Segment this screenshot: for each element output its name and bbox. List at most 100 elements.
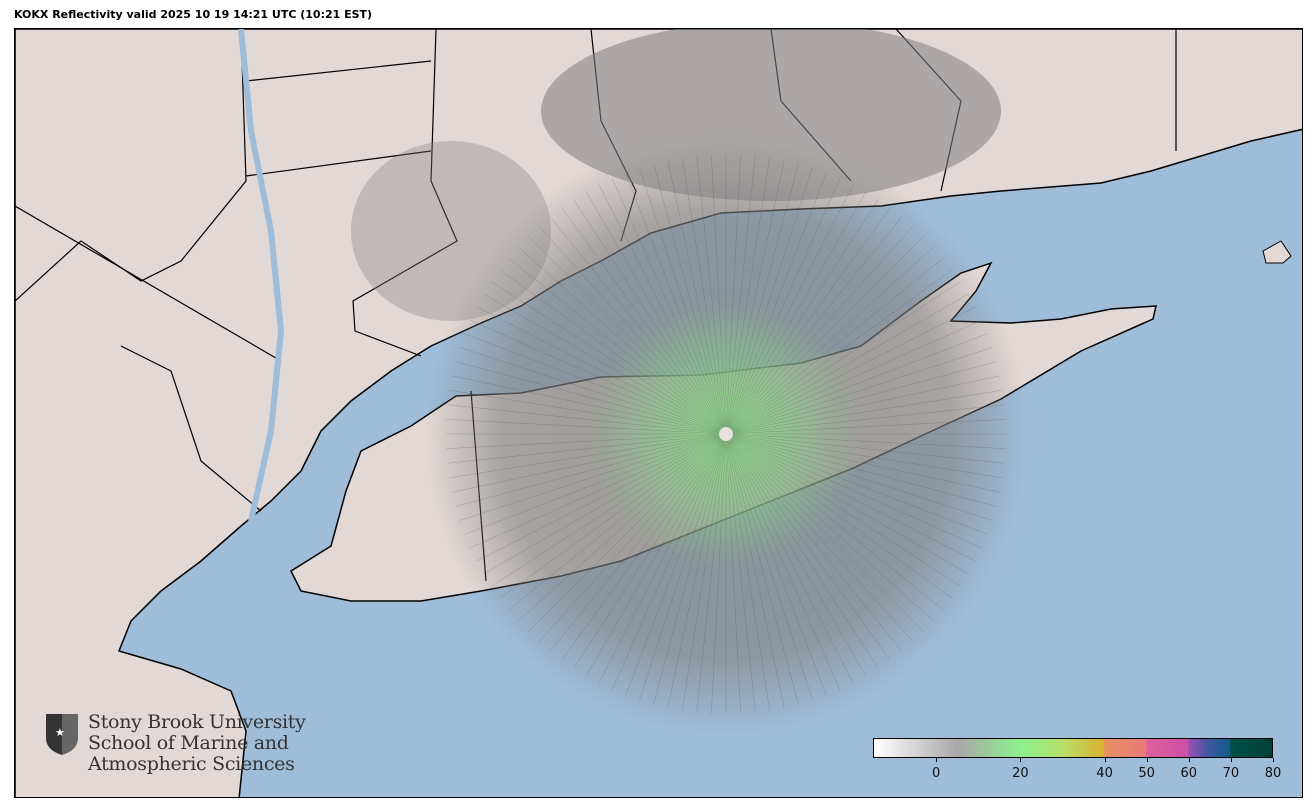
radar-range-spokes — [446, 154, 1006, 714]
radar-spoke — [491, 433, 727, 587]
radar-spoke — [725, 154, 741, 435]
radar-spoke — [508, 257, 727, 435]
radar-spoke — [725, 246, 935, 435]
radar-spoke — [598, 184, 727, 435]
radar-spoke — [725, 433, 813, 701]
logo-line-2: School of Marine and — [88, 732, 289, 754]
radar-spoke — [527, 433, 727, 633]
radar-spoke — [725, 433, 944, 611]
radar-spoke — [476, 433, 727, 562]
logo-line-1: Stony Brook University — [88, 711, 306, 733]
sbu-shield-icon: ★ — [46, 714, 78, 755]
radar-spoke — [725, 225, 914, 435]
radar-spoke — [527, 235, 727, 435]
radar-spoke — [725, 375, 1000, 435]
radar-spoke — [725, 419, 1006, 435]
radar-spoke — [653, 433, 727, 705]
radar-spoke — [725, 207, 891, 435]
radar-spoke — [452, 375, 727, 435]
radar-spoke — [682, 433, 727, 711]
radar-spoke — [725, 433, 879, 669]
radar-spoke — [725, 433, 785, 708]
radar-spoke — [725, 433, 914, 643]
colorbar — [873, 738, 1273, 758]
radar-spoke — [725, 306, 976, 435]
radar-spoke — [459, 347, 727, 435]
radar-spoke — [725, 433, 961, 587]
radar-spoke — [491, 281, 727, 435]
radar-spoke — [711, 433, 727, 714]
colorbar-tick-mark — [1230, 758, 1232, 762]
radar-spoke — [682, 157, 727, 435]
colorbar-tick-mark — [1104, 758, 1106, 762]
radar-spoke — [464, 333, 727, 435]
radar-spoke — [725, 433, 741, 714]
radar-spoke — [725, 433, 1006, 449]
radar-map[interactable] — [14, 28, 1303, 798]
radar-spoke — [725, 433, 935, 622]
radar-spoke — [725, 184, 854, 435]
radar-spoke — [446, 419, 727, 435]
radar-spoke — [725, 433, 982, 549]
radar-spoke — [447, 404, 727, 435]
radar-spoke — [538, 433, 727, 643]
radar-spoke — [449, 433, 727, 478]
colorbar-tick-mark — [1020, 758, 1022, 762]
radar-spoke — [470, 319, 727, 435]
radar-spoke — [470, 433, 727, 549]
radar-spoke — [725, 433, 953, 599]
radar-spoke — [725, 160, 785, 435]
colorbar-tick-mark — [1273, 758, 1274, 762]
colorbar-tick-label: 50 — [1138, 766, 1155, 781]
radar-echo-west — [351, 141, 551, 321]
radar-spoke — [725, 433, 799, 705]
radar-spoke — [725, 347, 993, 435]
radar-spoke — [446, 433, 727, 449]
radar-spoke — [725, 433, 997, 507]
radar-spoke — [725, 269, 953, 435]
radar-spoke — [725, 433, 903, 652]
radar-echo-north — [541, 29, 1001, 201]
radar-spoke — [696, 155, 727, 435]
radar-spoke — [725, 433, 867, 677]
radar-spoke — [447, 433, 727, 464]
radar-spoke — [639, 433, 727, 701]
radar-spoke — [725, 167, 813, 435]
radar-spoke — [725, 191, 867, 435]
radar-spoke — [459, 433, 727, 521]
radar-spoke — [725, 199, 879, 435]
radar-spoke — [508, 433, 727, 611]
radar-spoke — [725, 433, 925, 633]
radar-spoke — [711, 154, 727, 435]
colorbar-tick-label: 60 — [1180, 766, 1198, 781]
sbu-logo: ★ Stony Brook University School of Marin… — [44, 712, 306, 775]
hudson-river — [238, 29, 285, 522]
radar-spoke — [725, 293, 969, 435]
radar-spoke — [725, 433, 993, 521]
logo-line-3: Atmospheric Sciences — [88, 753, 295, 775]
radar-spoke — [725, 433, 891, 661]
radar-spoke — [725, 390, 1003, 435]
radar-spoke — [639, 167, 727, 435]
radar-spoke — [667, 433, 727, 708]
radar-spoke — [452, 433, 727, 493]
radar-spoke — [611, 433, 727, 690]
radar-spoke — [625, 433, 727, 696]
radar-spoke — [725, 235, 925, 435]
radar-spoke — [464, 433, 727, 535]
radar-spoke — [725, 155, 756, 435]
radar-spoke — [725, 433, 770, 711]
radar-spoke — [499, 433, 727, 599]
radar-spoke — [725, 433, 976, 562]
radar-spoke — [725, 433, 1005, 464]
radar-spoke — [517, 246, 727, 435]
radar-spoke — [449, 390, 727, 435]
radar-spoke — [538, 225, 727, 435]
block-island — [1262, 240, 1292, 264]
radar-spoke — [549, 433, 727, 652]
colorbar-tick-label: 70 — [1222, 766, 1240, 781]
radar-spoke — [725, 433, 854, 684]
radar-spoke — [573, 199, 727, 435]
colorbar-tick-mark — [936, 758, 938, 762]
radar-spoke — [549, 216, 727, 435]
